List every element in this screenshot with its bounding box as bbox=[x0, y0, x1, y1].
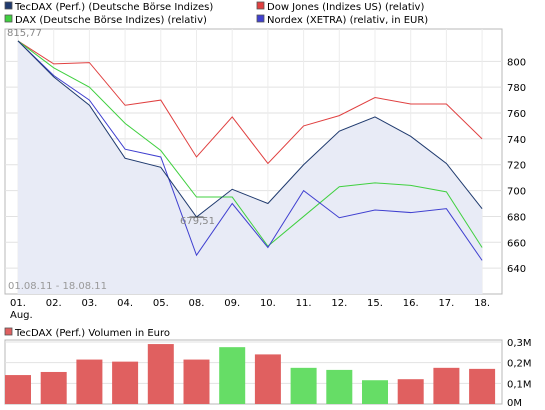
volume-bar bbox=[469, 368, 496, 404]
series-line bbox=[17, 40, 483, 165]
legend-label: TecDAX (Perf.) (Deutsche Börse Indizes) bbox=[14, 2, 213, 13]
volume-legend: TecDAX (Perf.) Volumen in Euro bbox=[4, 327, 170, 339]
volume-legend-swatch bbox=[4, 327, 13, 336]
x-tick-label: 11. bbox=[296, 298, 312, 309]
volume-y-axis-tick-labels: 0M 0,1M 0,2M 0,3M bbox=[507, 338, 532, 409]
volume-bars bbox=[5, 344, 496, 404]
series-line bbox=[17, 40, 483, 248]
x-tick-label: 05. bbox=[153, 298, 169, 309]
x-tick-label: 03. bbox=[81, 298, 97, 309]
volume-bar bbox=[397, 379, 424, 404]
x-tick-label: 18. bbox=[474, 298, 490, 309]
y-tick-label: 780 bbox=[507, 83, 526, 94]
x-tick-label: 10. bbox=[260, 298, 276, 309]
volume-bar bbox=[76, 359, 103, 404]
low-value-label: 679,51 bbox=[180, 216, 215, 227]
tecdax-area bbox=[18, 40, 483, 295]
x-tick-label: 12. bbox=[331, 298, 347, 309]
legend-swatch bbox=[4, 1, 13, 10]
y-tick-label: 680 bbox=[507, 212, 526, 223]
x-axis-tick-labels: 01. 02. 03. 04. 05. 08. 09. 10. 11. 12. 15. 16. 17. 1… bbox=[10, 298, 490, 321]
volume-title: TecDAX (Perf.) Volumen in Euro bbox=[14, 328, 170, 339]
x-month-label: Aug. bbox=[10, 310, 33, 321]
x-tick-label: 02. bbox=[46, 298, 62, 309]
volume-bar bbox=[326, 369, 353, 404]
series-line bbox=[17, 40, 483, 261]
volume-bar bbox=[40, 371, 67, 404]
x-tick-label: 08. bbox=[189, 298, 205, 309]
x-tick-label: 16. bbox=[403, 298, 419, 309]
volume-y-tick-label: 0M bbox=[507, 398, 522, 409]
volume-bar bbox=[147, 344, 174, 404]
legend-swatch bbox=[4, 14, 13, 23]
volume-y-tick-label: 0,3M bbox=[507, 338, 532, 349]
x-tick-label: 01. bbox=[10, 298, 26, 309]
volume-bar bbox=[290, 367, 317, 404]
legend-swatch bbox=[256, 1, 265, 10]
x-tick-label: 17. bbox=[438, 298, 454, 309]
y-tick-label: 740 bbox=[507, 135, 526, 146]
volume-y-tick-label: 0,2M bbox=[507, 359, 532, 370]
volume-bar bbox=[5, 375, 31, 404]
y-tick-label: 660 bbox=[507, 238, 526, 249]
volume-bar bbox=[362, 380, 388, 404]
volume-y-tick-label: 0,1M bbox=[507, 379, 532, 390]
y-tick-label: 700 bbox=[507, 187, 526, 198]
legend: TecDAX (Perf.) (Deutsche Börse Indizes) D… bbox=[4, 1, 428, 26]
y-tick-label: 800 bbox=[507, 57, 526, 68]
volume-bar bbox=[254, 354, 281, 404]
legend-swatch bbox=[256, 14, 265, 23]
y-tick-label: 640 bbox=[507, 264, 526, 275]
y-axis-tick-labels: 640 660 680 700 720 740 760 780 800 bbox=[507, 57, 526, 275]
tecdax-area-fill bbox=[18, 40, 483, 295]
x-tick-label: 04. bbox=[117, 298, 133, 309]
start-value-label: 815,77 bbox=[7, 28, 42, 39]
legend-label: DAX (Deutsche Börse Indizes) (relativ) bbox=[15, 15, 207, 26]
volume-bar bbox=[183, 359, 210, 404]
y-tick-label: 760 bbox=[507, 109, 526, 120]
volume-bar bbox=[433, 367, 460, 404]
legend-label: Dow Jones (Indizes US) (relativ) bbox=[267, 2, 424, 13]
date-range-label: 01.08.11 - 18.08.11 bbox=[8, 281, 107, 292]
volume-bar bbox=[219, 347, 246, 404]
x-tick-label: 09. bbox=[224, 298, 240, 309]
volume-bar bbox=[112, 361, 139, 404]
y-tick-label: 720 bbox=[507, 161, 526, 172]
series-line bbox=[17, 40, 483, 218]
x-tick-label: 15. bbox=[367, 298, 383, 309]
legend-label: Nordex (XETRA) (relativ, in EUR) bbox=[267, 15, 428, 26]
series-lines bbox=[17, 40, 483, 261]
